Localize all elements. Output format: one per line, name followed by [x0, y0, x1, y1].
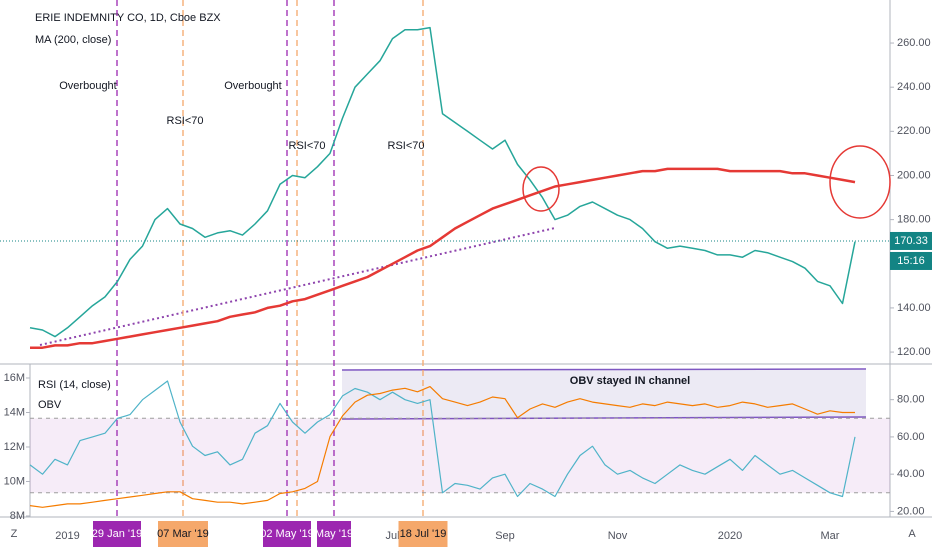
event-badge — [263, 521, 311, 547]
annotation: RSI<70 — [289, 140, 326, 152]
event-badge — [158, 521, 208, 547]
rsi-band — [30, 418, 890, 493]
y2-tick-label: 14M — [4, 406, 25, 418]
y-tick-label: 180.00 — [897, 214, 931, 226]
series-line — [29, 386, 855, 508]
y2-tick-label: 12M — [4, 441, 25, 453]
x-tick-label: Mar — [821, 530, 840, 542]
series-line — [29, 26, 856, 338]
y-tick-label: 260.00 — [897, 37, 931, 49]
obv-legend: OBV — [38, 399, 62, 411]
rsi-legend: RSI (14, close) — [38, 379, 111, 391]
obv-channel — [342, 370, 866, 418]
y-tick-label: 220.00 — [897, 125, 931, 137]
corner-icon: A — [908, 528, 916, 540]
chart-title: ERIE INDEMNITY CO, 1D, Cboe BZX — [35, 12, 221, 24]
event-label: 02 May '19 — [260, 528, 313, 540]
y-tick-label: 200.00 — [897, 169, 931, 181]
event-badge — [93, 521, 141, 547]
y-tick-label: 40.00 — [897, 468, 925, 480]
countdown-tag — [890, 251, 932, 270]
event-label: May '19 — [315, 528, 353, 540]
y2-tick-label: 8M — [10, 510, 25, 522]
annotation: RSI<70 — [167, 115, 204, 127]
event-label: 07 Mar '19 — [157, 528, 209, 540]
annotation: RSI<70 — [388, 140, 425, 152]
y-tick-label: 140.00 — [897, 302, 931, 314]
channel-label: OBV stayed IN channel — [570, 375, 690, 387]
x-tick-label: Nov — [608, 530, 628, 542]
x-tick-label: 2019 — [55, 530, 79, 542]
annotation: Overbought — [224, 80, 281, 92]
y2-tick-label: 10M — [4, 475, 25, 487]
event-label: 18 Jul '19 — [400, 528, 447, 540]
y-tick-label: 80.00 — [897, 394, 925, 406]
y-tick-label: 240.00 — [897, 81, 931, 93]
y-tick-label: 60.00 — [897, 431, 925, 443]
series-line — [29, 380, 856, 498]
countdown-label: 15:16 — [897, 255, 925, 267]
highlight-ellipse — [522, 166, 560, 212]
highlight-ellipse — [829, 145, 891, 219]
event-badge — [317, 521, 351, 547]
event-label: 29 Jan '19 — [92, 528, 142, 540]
ma-legend: MA (200, close) — [35, 34, 111, 46]
annotation: Overbought — [59, 80, 116, 92]
event-badge — [398, 521, 448, 547]
y2-tick-label: 16M — [4, 372, 25, 384]
channel-bottom — [341, 416, 867, 420]
series-line — [30, 167, 856, 349]
trend-line — [39, 227, 556, 346]
price-tag-label: 170.33 — [894, 235, 928, 247]
y-tick-label: 120.00 — [897, 346, 931, 358]
x-tick-label: 2020 — [718, 530, 742, 542]
x-tick-label: Jul — [385, 530, 399, 542]
y-tick-label: 20.00 — [897, 505, 925, 517]
x-tick-label: Sep — [495, 530, 515, 542]
channel-top — [341, 368, 867, 371]
corner-icon: Z — [11, 528, 18, 540]
price-tag — [890, 231, 932, 250]
